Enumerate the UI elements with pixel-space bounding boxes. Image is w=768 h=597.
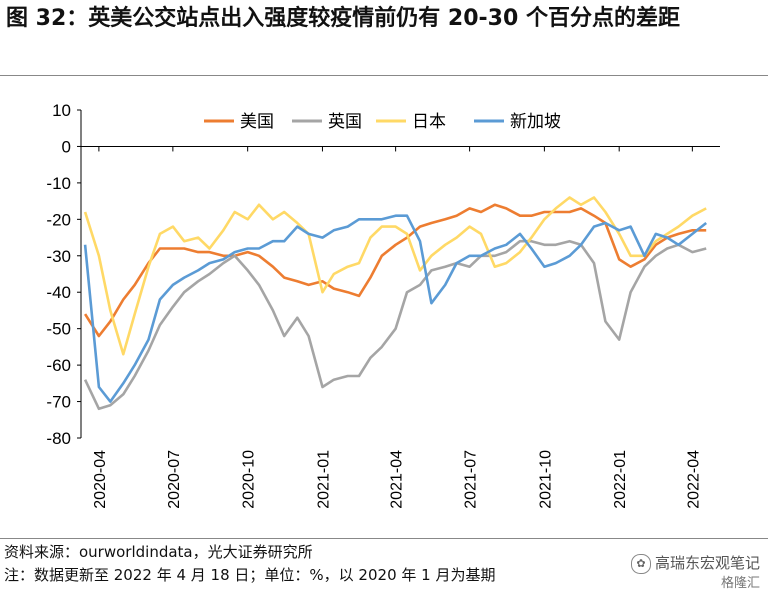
y-tick-label: -40: [46, 283, 71, 302]
x-tick-label: 2021-07: [463, 450, 480, 509]
line-chart: 10 0 -10 -20 -30 -40 -50 -60 -70 -80 2020-04 2020-0…: [46, 101, 720, 509]
series-line-3: [83, 196, 707, 356]
series-line-2: [83, 239, 707, 411]
y-tick-label: -60: [46, 356, 71, 375]
figure-title: 图 32：英美公交站点出入强度较疫情前仍有 20-30 个百分点的差距: [6, 6, 680, 31]
legend-label: 新加坡: [510, 112, 561, 132]
y-tick-label: -70: [46, 393, 71, 412]
y-tick-label: -20: [46, 210, 71, 229]
x-tick-label: 2021-01: [315, 450, 332, 509]
wechat-icon: ✿: [630, 553, 651, 574]
x-tick-label: 2021-04: [389, 450, 406, 509]
source-note: 资料来源：ourworldindata，光大证券研究所: [4, 543, 313, 561]
brand-name: 高瑞东宏观笔记: [654, 554, 760, 572]
brand-sub: 格隆汇: [720, 576, 760, 591]
series-line-1: [84, 203, 707, 338]
footer-divider: [0, 538, 768, 539]
legend-label: 日本: [412, 112, 446, 132]
x-tick-label: 2020-10: [241, 450, 258, 509]
y-tick-label: 0: [62, 137, 71, 156]
y-tick-label: 10: [52, 101, 71, 120]
x-tick-label: 2022-01: [612, 450, 629, 509]
footnote: 注：数据更新至 2022 年 4 月 18 日；单位：%，以 2020 年 1 …: [4, 566, 496, 584]
brand-label: ✿ 高瑞东宏观笔记: [630, 552, 760, 574]
x-tick-label: 2022-04: [685, 450, 702, 509]
x-tick-label: 2020-07: [166, 450, 183, 509]
legend-label: 美国: [240, 112, 274, 132]
y-tick-label: -30: [46, 247, 71, 266]
series-line-4: [83, 214, 708, 403]
legend-label: 英国: [328, 112, 362, 132]
y-tick-label: -10: [46, 174, 71, 193]
y-tick-label: -50: [46, 320, 71, 339]
x-tick-label: 2021-10: [537, 450, 554, 509]
x-tick-label: 2020-04: [92, 450, 109, 509]
y-tick-label: -80: [46, 429, 71, 448]
title-divider: [0, 75, 768, 76]
